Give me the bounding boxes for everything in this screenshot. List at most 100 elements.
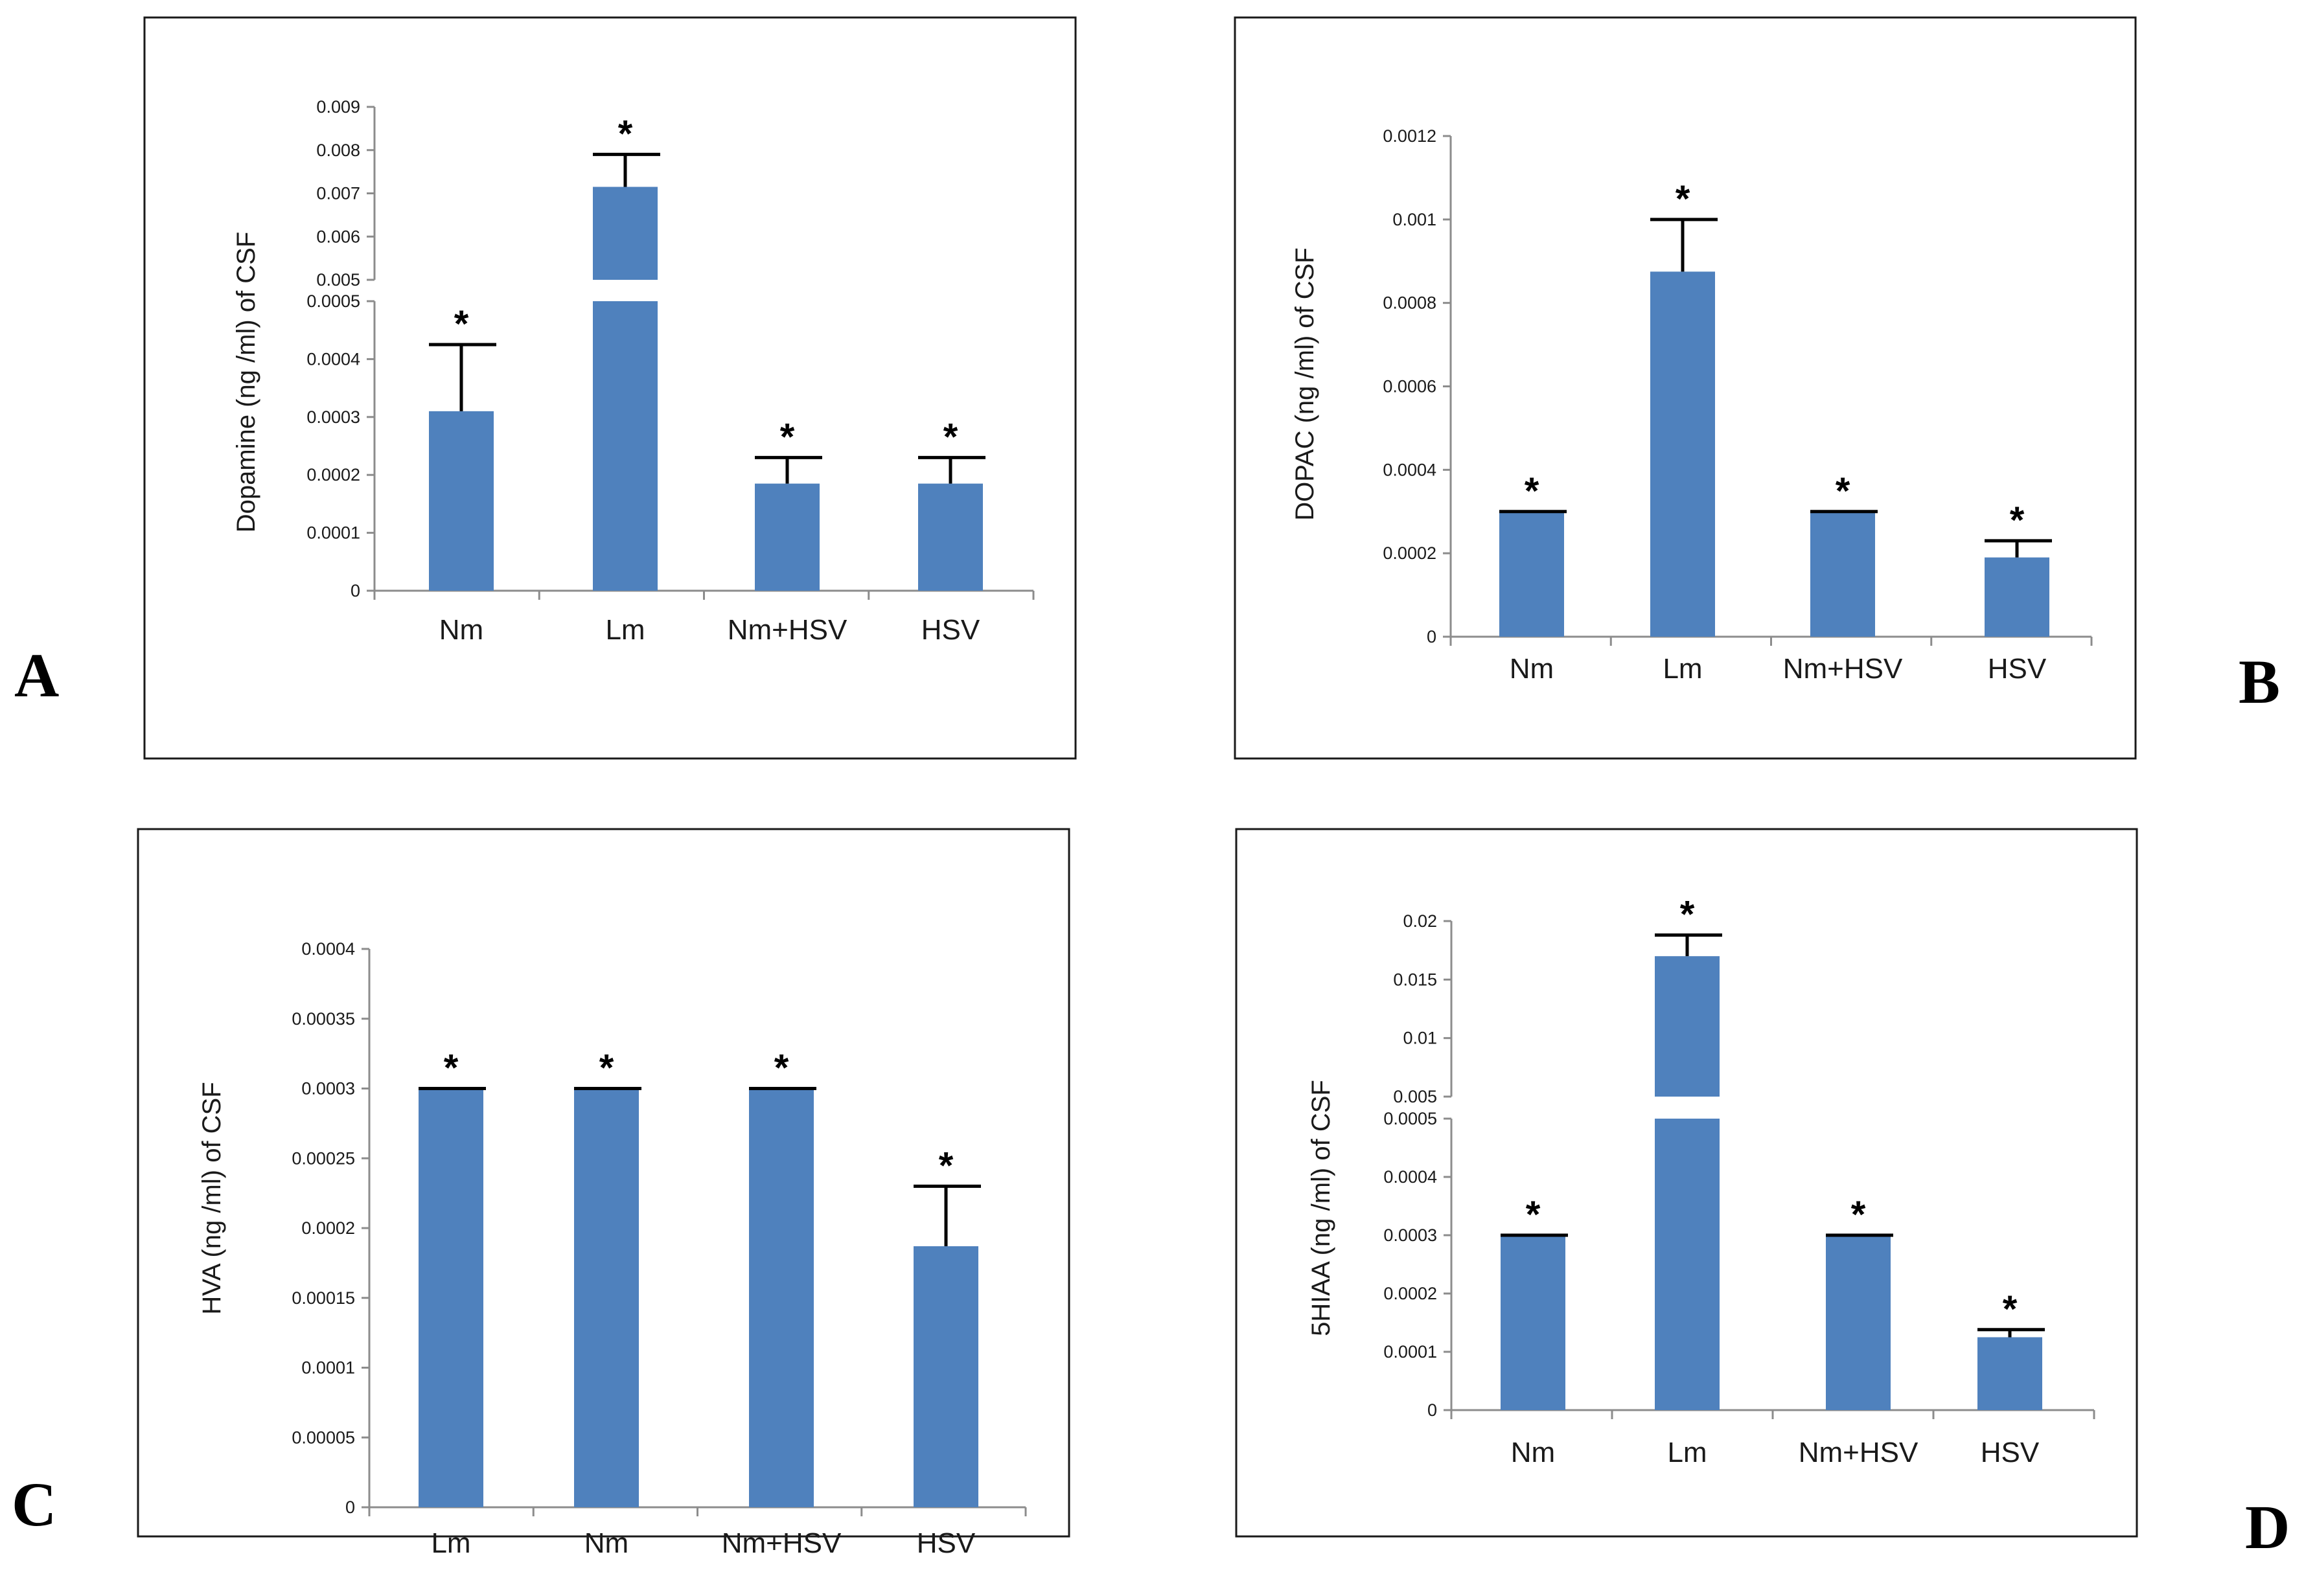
y-axis-label-b: DOPAC (ng /ml) of CSF [1291, 247, 1319, 521]
significance-star-b-0: * [1525, 470, 1539, 512]
y-tick-label-lower-d-4: 0.0004 [1383, 1167, 1437, 1187]
significance-star-a-3: * [943, 416, 958, 458]
bar-b-3 [1985, 557, 2049, 637]
y-tick-label-main-c-8: 0.0004 [301, 939, 355, 959]
category-label-d-0: Nm [1511, 1437, 1555, 1468]
y-tick-label-lower-d-3: 0.0003 [1383, 1226, 1437, 1245]
y-tick-label-main-c-7: 0.00035 [292, 1009, 355, 1029]
y-tick-label-main-b-0: 0 [1427, 627, 1436, 646]
y-tick-label-main-c-5: 0.00025 [292, 1148, 355, 1168]
significance-star-d-0: * [1526, 1194, 1541, 1236]
significance-star-c-0: * [444, 1047, 459, 1089]
y-tick-label-lower-a-4: 0.0004 [306, 349, 360, 369]
panel-letter-d: D [2245, 1492, 2290, 1562]
category-label-d-1: Lm [1667, 1437, 1707, 1468]
bar-c-2 [749, 1088, 814, 1507]
y-tick-label-lower-d-0: 0 [1427, 1400, 1437, 1420]
bar-b-1 [1650, 271, 1715, 637]
y-tick-label-upper-d-0: 0.005 [1393, 1087, 1437, 1106]
y-tick-label-lower-a-2: 0.0002 [306, 465, 360, 484]
significance-star-c-2: * [774, 1047, 789, 1089]
y-tick-label-upper-a-3: 0.008 [316, 141, 360, 160]
y-tick-label-lower-d-5: 0.0005 [1383, 1109, 1437, 1128]
category-label-c-0: Lm [431, 1527, 470, 1559]
category-label-b-3: HSV [1988, 653, 2047, 685]
bar-a-1-lower [593, 301, 658, 591]
chart-d: 0 0.0001 0.0002 0.0003 0.0004 0.0005 0.005 0.01… [1307, 894, 2095, 1468]
significance-star-d-3: * [2003, 1288, 2018, 1330]
y-tick-label-upper-a-1: 0.006 [316, 227, 360, 246]
bar-b-2 [1810, 511, 1875, 637]
bar-a-1 [593, 187, 658, 280]
y-tick-label-main-c-1: 0.00005 [292, 1428, 355, 1447]
chart-c: 0 0.00005 0.0001 0.00015 0.0002 0.00025 0.0003… [198, 939, 1027, 1559]
panel-letter-b: B [2239, 647, 2280, 716]
bar-d-1-lower [1655, 1119, 1720, 1410]
category-label-a-0: Nm [439, 614, 483, 646]
bar-d-3 [1977, 1337, 2042, 1410]
y-tick-label-upper-a-4: 0.009 [316, 97, 360, 117]
category-label-c-2: Nm+HSV [722, 1527, 842, 1559]
y-tick-label-lower-d-1: 0.0001 [1383, 1342, 1437, 1362]
y-tick-label-main-b-1: 0.0002 [1383, 543, 1436, 563]
y-tick-label-lower-a-3: 0.0003 [306, 407, 360, 427]
significance-star-a-2: * [780, 416, 795, 458]
bar-a-2 [755, 483, 820, 591]
significance-star-a-1: * [618, 113, 633, 155]
y-tick-label-main-c-0: 0 [345, 1498, 355, 1517]
category-label-d-3: HSV [1981, 1437, 2040, 1468]
significance-star-a-0: * [454, 303, 469, 345]
significance-star-b-2: * [1836, 470, 1850, 512]
y-tick-label-upper-d-3: 0.02 [1403, 911, 1437, 931]
y-tick-label-upper-d-1: 0.01 [1403, 1029, 1437, 1048]
significance-star-b-3: * [2010, 499, 2025, 542]
y-axis-label-d: 5HIAA (ng /ml) of CSF [1307, 1080, 1335, 1336]
significance-star-d-1: * [1680, 894, 1695, 936]
bar-d-1 [1655, 956, 1720, 1097]
y-tick-label-main-c-3: 0.00015 [292, 1288, 355, 1308]
category-label-b-0: Nm [1510, 653, 1554, 685]
y-tick-label-main-b-6: 0.0012 [1383, 126, 1436, 146]
bar-c-3 [914, 1246, 978, 1507]
y-tick-label-main-c-6: 0.0003 [301, 1079, 355, 1099]
y-axis-label-a: Dopamine (ng /ml) of CSF [232, 232, 260, 533]
bar-d-2 [1826, 1235, 1891, 1410]
y-tick-label-main-b-3: 0.0006 [1383, 377, 1436, 396]
bar-c-0 [419, 1088, 483, 1507]
category-label-b-1: Lm [1663, 653, 1702, 685]
y-tick-label-main-b-2: 0.0004 [1383, 460, 1436, 479]
category-label-c-3: HSV [917, 1527, 976, 1559]
bar-a-3 [918, 483, 983, 591]
significance-star-c-3: * [939, 1145, 954, 1187]
category-label-a-2: Nm+HSV [728, 614, 847, 646]
bar-d-0 [1501, 1235, 1565, 1410]
y-tick-label-main-c-2: 0.0001 [301, 1358, 355, 1378]
y-axis-label-c: HVA (ng /ml) of CSF [198, 1082, 226, 1314]
significance-star-b-1: * [1676, 178, 1690, 220]
significance-star-c-1: * [599, 1047, 614, 1089]
y-tick-label-lower-a-1: 0.0001 [306, 523, 360, 543]
category-label-d-2: Nm+HSV [1799, 1437, 1918, 1468]
chart-b: 0 0.0002 0.0004 0.0006 0.0008 0.001 0.0012 * Nm *… [1291, 126, 2093, 685]
bar-c-1 [574, 1088, 639, 1507]
bar-a-0 [429, 411, 494, 591]
category-label-a-3: HSV [921, 614, 980, 646]
y-tick-label-main-b-5: 0.001 [1392, 210, 1436, 229]
bar-b-0 [1499, 511, 1564, 637]
y-tick-label-lower-a-0: 0 [351, 581, 360, 600]
category-label-a-1: Lm [605, 614, 645, 646]
y-tick-label-upper-d-2: 0.015 [1393, 970, 1437, 989]
category-label-c-1: Nm [584, 1527, 628, 1559]
y-tick-label-upper-a-0: 0.005 [316, 270, 360, 290]
y-tick-label-lower-d-2: 0.0002 [1383, 1284, 1437, 1303]
y-tick-label-upper-a-2: 0.007 [316, 184, 360, 203]
y-tick-label-lower-a-5: 0.0005 [306, 291, 360, 311]
significance-star-d-2: * [1851, 1194, 1866, 1236]
panel-letter-c: C [12, 1470, 56, 1539]
panel-letter-a: A [14, 641, 59, 710]
y-tick-label-main-b-4: 0.0008 [1383, 293, 1436, 313]
category-label-b-2: Nm+HSV [1783, 653, 1903, 685]
y-tick-label-main-c-4: 0.0002 [301, 1218, 355, 1238]
